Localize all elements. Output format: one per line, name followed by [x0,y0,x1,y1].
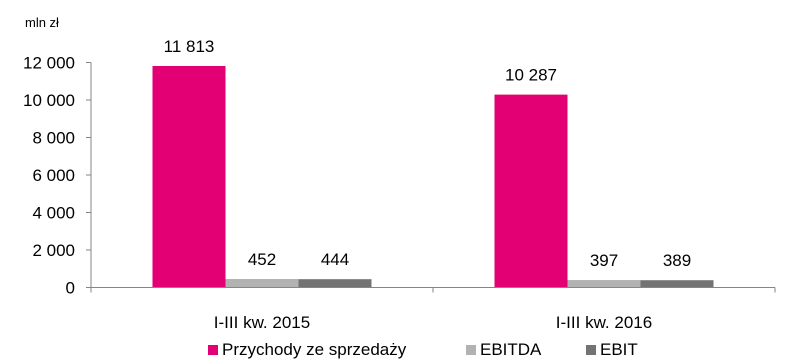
legend: Przychody ze sprzedaży EBITDA EBIT [208,340,638,359]
y-tick-label: 4 000 [32,204,75,223]
legend-swatch [466,345,476,355]
x-tick-label: I-III kw. 2016 [556,313,652,332]
y-axis-unit-label: mln zł [25,15,59,30]
legend-swatch [586,345,596,355]
y-tick-label: 10 000 [23,91,75,110]
data-label: 444 [321,250,349,269]
legend-item: Przychody ze sprzedaży [208,340,407,359]
bar [152,66,226,288]
y-tick-label: 0 [66,279,75,298]
y-tick-label: 6 000 [32,166,75,185]
legend-swatch [208,345,218,355]
data-label: 11 813 [164,37,215,56]
bar [225,279,299,288]
data-label: 452 [248,250,276,269]
bar [494,94,568,288]
legend-item: EBIT [586,340,638,359]
x-tick-label: I-III kw. 2015 [214,313,310,332]
data-label: 389 [663,251,691,270]
legend-label: EBIT [600,340,638,359]
y-tick-label: 2 000 [32,241,75,260]
bar [567,280,641,288]
data-label: 397 [590,251,618,270]
bar [640,280,714,288]
legend-label: Przychody ze sprzedaży [222,340,407,359]
legend-item: EBITDA [466,340,542,359]
bar [298,279,372,288]
bars-group: 11 813 452 444 10 287 397 389 [152,37,714,288]
y-tick-label: 12 000 [23,54,75,73]
data-label: 10 287 [505,66,557,85]
x-axis: I-III kw. 2015 I-III kw. 2016 [90,287,776,332]
legend-label: EBITDA [480,340,542,359]
y-tick-label: 8 000 [32,129,75,148]
y-axis: 0 2 000 4 000 6 000 8 000 10 000 12 000 [23,54,92,298]
